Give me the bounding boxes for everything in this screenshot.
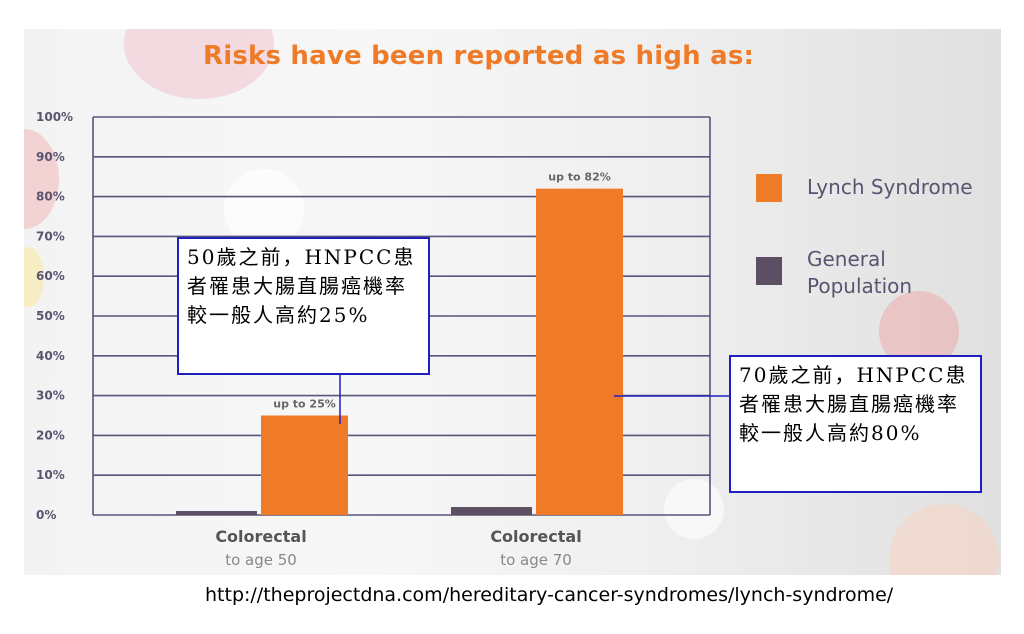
bar-data-label: up to 25% <box>273 398 336 411</box>
category-label: Colorectal <box>215 527 306 546</box>
y-tick-label: 60% <box>36 269 65 283</box>
y-tick-label: 30% <box>36 389 65 403</box>
y-tick-label: 10% <box>36 468 65 482</box>
y-tick-label: 20% <box>36 428 65 442</box>
y-tick-label: 50% <box>36 309 65 323</box>
legend-swatch-lynch <box>756 174 782 202</box>
y-tick-label: 40% <box>36 349 65 363</box>
legend-label-lynch: Lynch Syndrome <box>807 175 973 199</box>
y-tick-label: 100% <box>36 110 73 124</box>
annotation-box-age-70: 70歲之前，HNPCC患者罹患大腸直腸癌機率較一般人高約80% <box>729 355 982 493</box>
decorative-bubble <box>664 479 724 539</box>
bar-general-population <box>451 507 532 515</box>
category-label: Colorectal <box>490 527 581 546</box>
chart-title: Risks have been reported as high as: <box>203 41 755 71</box>
bar-data-label: up to 82% <box>548 171 611 184</box>
legend-label-general: General Population <box>807 247 913 298</box>
source-url: http://theprojectdna.com/hereditary-canc… <box>205 584 894 606</box>
bar-chart: 0% 10% 20% 30% 40% 50% 60% 70% 80% 90% 100% up to 2… <box>36 110 711 569</box>
y-tick-label: 90% <box>36 150 65 164</box>
decorative-bubble <box>24 247 44 307</box>
category-sublabel: to age 50 <box>225 551 297 569</box>
y-tick-label: 0% <box>36 508 56 522</box>
legend-swatch-general <box>756 257 782 285</box>
bar-lynch-syndrome <box>536 188 623 515</box>
y-tick-label: 80% <box>36 190 65 204</box>
category-sublabel: to age 70 <box>500 551 572 569</box>
bar-general-population <box>176 511 257 515</box>
bar-lynch-syndrome <box>261 415 348 515</box>
y-tick-label: 70% <box>36 229 65 243</box>
annotation-box-age-50: 50歲之前，HNPCC患者罹患大腸直腸癌機率較一般人高約25% <box>177 237 430 375</box>
